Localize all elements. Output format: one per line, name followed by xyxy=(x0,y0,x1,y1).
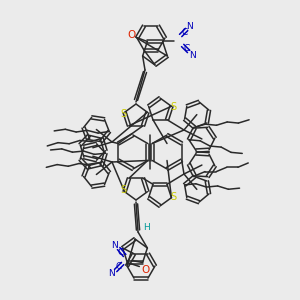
Text: N: N xyxy=(111,241,118,250)
Text: N: N xyxy=(189,51,196,60)
Text: O: O xyxy=(127,31,136,40)
Text: O: O xyxy=(141,265,149,275)
Text: S: S xyxy=(170,192,176,202)
Text: N: N xyxy=(186,22,193,31)
Text: N: N xyxy=(108,269,115,278)
Text: C: C xyxy=(116,262,122,271)
Text: H: H xyxy=(142,224,149,232)
Text: S: S xyxy=(120,109,126,119)
Text: S: S xyxy=(120,185,126,195)
Text: S: S xyxy=(170,102,176,112)
Text: C: C xyxy=(118,248,124,257)
Text: C: C xyxy=(184,44,190,53)
Text: C: C xyxy=(182,28,188,37)
